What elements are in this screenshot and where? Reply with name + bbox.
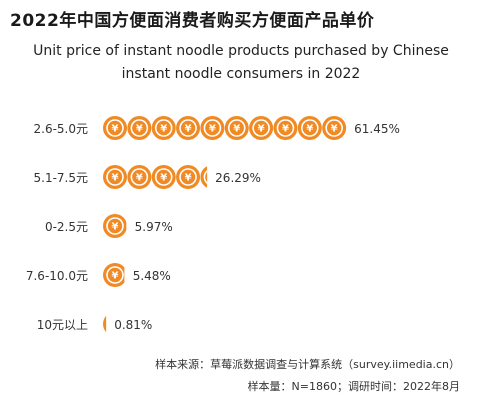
bar: ¥ <box>103 263 125 287</box>
category-label: 2.6-5.0元 <box>34 122 89 136</box>
value-label: 5.48% <box>133 269 171 283</box>
svg-text:¥: ¥ <box>209 124 216 135</box>
value-label: 0.81% <box>114 318 152 332</box>
svg-text:¥: ¥ <box>112 222 119 233</box>
yuan-coin-icon: ¥ <box>176 165 201 189</box>
yuan-coin-icon: ¥ <box>224 116 249 140</box>
bar: ¥ ¥ ¥ ¥ ¥ ¥ ¥ ¥ ¥ ¥ <box>103 116 347 140</box>
yuan-coin-icon: ¥ <box>200 166 208 188</box>
svg-text:¥: ¥ <box>233 124 240 135</box>
svg-text:¥: ¥ <box>258 124 265 135</box>
source-note: 样本来源：草莓派数据调查与计算系统（survey.iimedia.cn） <box>155 358 460 371</box>
chart-title: 2022年中国方便面消费者购买方便面产品单价 <box>10 11 375 31</box>
yuan-coin-icon: ¥ <box>249 116 274 140</box>
yuan-coin-icon: ¥ <box>176 116 201 140</box>
yuan-coin-icon: ¥ <box>322 116 347 140</box>
chart-subtitle: Unit price of instant noodle products pu… <box>0 40 482 86</box>
subtitle-line-1: Unit price of instant noodle products pu… <box>33 43 449 59</box>
yuan-coin-icon: ¥ <box>297 116 322 140</box>
svg-text:¥: ¥ <box>136 173 143 184</box>
svg-text:¥: ¥ <box>112 173 119 184</box>
sample-note: 样本量：N=1860；调研时间：2022年8月 <box>247 380 460 393</box>
bar: ¥ ¥ ¥ ¥ ¥ <box>103 165 208 189</box>
svg-text:¥: ¥ <box>160 124 167 135</box>
svg-text:¥: ¥ <box>306 124 313 135</box>
svg-text:¥: ¥ <box>112 124 119 135</box>
value-label: 26.29% <box>215 171 261 185</box>
yuan-coin-icon: ¥ <box>103 315 107 333</box>
svg-text:¥: ¥ <box>185 124 192 135</box>
yuan-coin-icon: ¥ <box>103 214 127 238</box>
pictograph-bar-chart: 2.6-5.0元 ¥ ¥ ¥ ¥ ¥ ¥ ¥ ¥ ¥ ¥61.45% 5.1-7.5元 ¥ ¥ ¥ ¥ ¥26.… <box>26 116 400 333</box>
svg-text:¥: ¥ <box>282 124 289 135</box>
value-label: 5.97% <box>135 220 173 234</box>
value-label: 61.45% <box>354 122 400 136</box>
category-label: 0-2.5元 <box>45 220 88 234</box>
bar: ¥ <box>103 315 107 333</box>
svg-text:¥: ¥ <box>331 124 338 135</box>
category-label: 5.1-7.5元 <box>34 171 89 185</box>
svg-text:¥: ¥ <box>160 173 167 184</box>
yuan-coin-icon: ¥ <box>200 116 225 140</box>
bar: ¥ <box>103 214 127 238</box>
svg-text:¥: ¥ <box>112 271 119 282</box>
yuan-coin-icon: ¥ <box>127 165 152 189</box>
svg-text:¥: ¥ <box>136 124 143 135</box>
subtitle-line-2: instant noodle consumers in 2022 <box>121 66 361 82</box>
yuan-coin-icon: ¥ <box>103 263 125 287</box>
yuan-coin-icon: ¥ <box>151 116 176 140</box>
yuan-coin-icon: ¥ <box>103 165 127 189</box>
yuan-coin-icon: ¥ <box>103 116 127 140</box>
category-label: 7.6-10.0元 <box>26 269 88 283</box>
yuan-coin-icon: ¥ <box>127 116 152 140</box>
yuan-coin-icon: ¥ <box>151 165 176 189</box>
yuan-coin-icon: ¥ <box>273 116 298 140</box>
category-label: 10元以上 <box>37 318 88 332</box>
svg-text:¥: ¥ <box>185 173 192 184</box>
